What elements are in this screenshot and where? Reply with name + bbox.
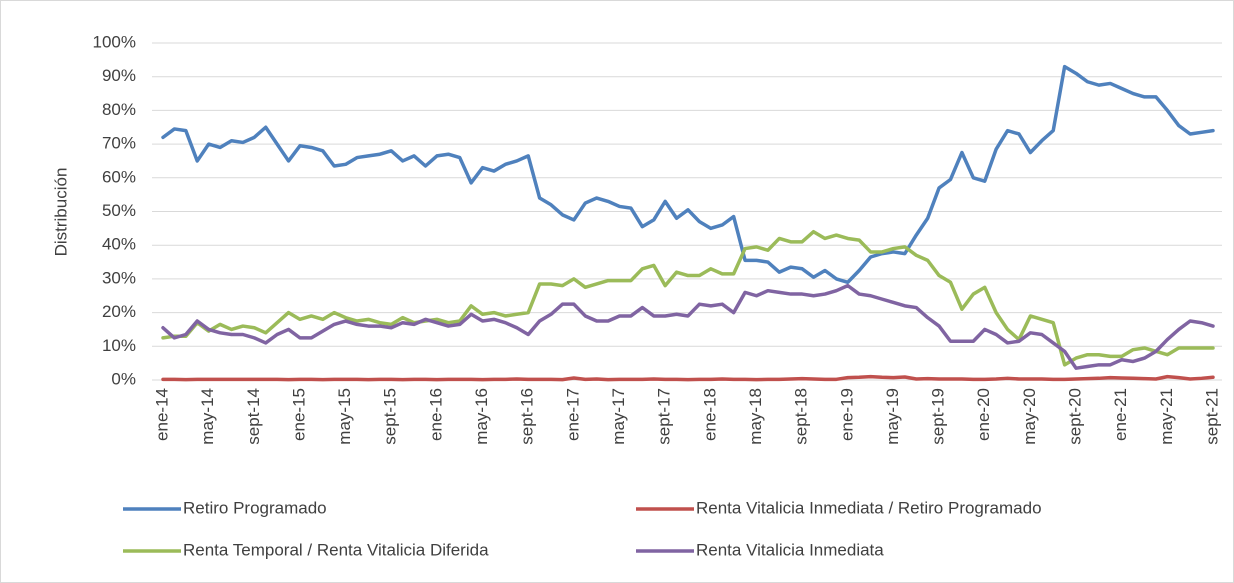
y-tick-label: 30% — [102, 268, 136, 287]
x-tick-label: sept-18 — [792, 388, 811, 445]
legend-label: Renta Vitalicia Inmediata / Retiro Progr… — [696, 498, 1042, 517]
y-tick-label: 70% — [102, 134, 136, 153]
y-tick-label: 100% — [93, 32, 136, 51]
y-axis-title: Distribución — [51, 168, 70, 257]
x-tick-label: ene-16 — [426, 388, 445, 441]
x-tick-label: may-16 — [472, 388, 491, 445]
x-tick-label: sept-16 — [518, 388, 537, 445]
x-tick-label: sept-15 — [381, 388, 400, 445]
series-line — [161, 229, 1215, 367]
y-tick-label: 90% — [102, 66, 136, 85]
x-tick-label: may-14 — [198, 388, 217, 445]
x-tick-label: ene-14 — [152, 388, 171, 441]
x-tick-label: sept-20 — [1066, 388, 1085, 445]
x-tick-label: ene-20 — [974, 388, 993, 441]
x-tick-label: sept-14 — [244, 388, 263, 445]
legend-label: Retiro Programado — [183, 498, 327, 517]
series-line — [161, 374, 1215, 382]
y-tick-label: 50% — [102, 201, 136, 220]
x-tick-label: ene-17 — [563, 388, 582, 441]
series-line — [161, 283, 1215, 370]
x-tick-label: ene-18 — [700, 388, 719, 441]
x-tick-label: ene-19 — [837, 388, 856, 441]
y-tick-label: 10% — [102, 336, 136, 355]
y-tick-label: 20% — [102, 302, 136, 321]
x-tick-label: may-20 — [1020, 388, 1039, 445]
series-line — [161, 64, 1215, 285]
y-tick-label: 40% — [102, 235, 136, 254]
x-tick-label: ene-15 — [289, 388, 308, 441]
x-tick-label: ene-21 — [1111, 388, 1130, 441]
x-tick-label: may-19 — [883, 388, 902, 445]
x-tick-label: sept-21 — [1202, 388, 1221, 445]
y-tick-label: 60% — [102, 167, 136, 186]
legend-label: Renta Temporal / Renta Vitalicia Diferid… — [183, 540, 489, 559]
x-tick-label: may-15 — [335, 388, 354, 445]
x-tick-label: may-21 — [1157, 388, 1176, 445]
legend-label: Renta Vitalicia Inmediata — [696, 540, 884, 559]
y-tick-label: 80% — [102, 100, 136, 119]
x-tick-label: may-17 — [609, 388, 628, 445]
x-tick-label: may-18 — [746, 388, 765, 445]
x-tick-label: sept-17 — [655, 388, 674, 445]
x-tick-label: sept-19 — [929, 388, 948, 445]
y-tick-label: 0% — [111, 369, 136, 388]
